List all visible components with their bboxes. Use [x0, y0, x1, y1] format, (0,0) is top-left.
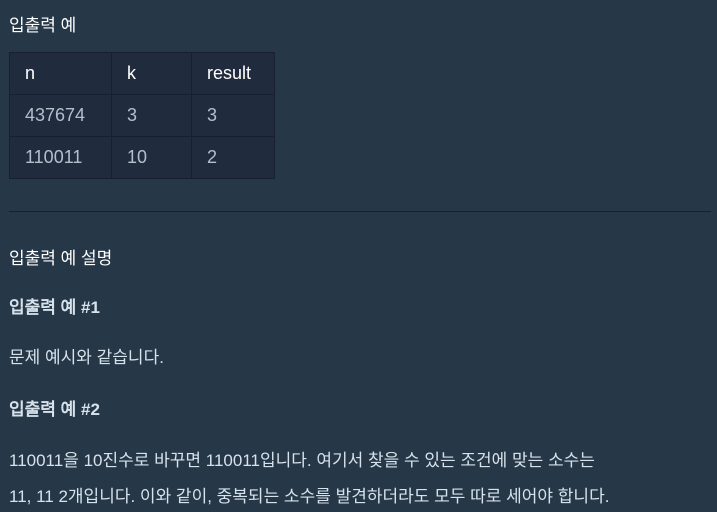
example-2-text-line-2: 11, 11 2개입니다. 이와 같이, 중복되는 소수를 발견하더라도 모두 …	[9, 487, 610, 506]
explanation-title: 입출력 예 설명	[9, 249, 113, 268]
example-1-heading: 입출력 예 #1	[9, 298, 100, 317]
table-cell-result: 2	[191, 136, 275, 179]
table-cell-n: 437674	[9, 94, 112, 137]
table-cell-k: 3	[111, 94, 192, 137]
table-header-row: n k result	[9, 52, 275, 95]
table-cell-result: 3	[191, 94, 275, 137]
table-row: 110011 10 2	[9, 136, 275, 179]
table-row: 437674 3 3	[9, 94, 275, 137]
example-2-text-line-1: 110011을 10진수로 바꾸면 110011입니다. 여기서 찾을 수 있는…	[9, 451, 595, 470]
example-1-text: 문제 예시와 같습니다.	[9, 348, 164, 367]
io-example-title: 입출력 예	[9, 16, 77, 35]
table-cell-n: 110011	[9, 136, 112, 179]
example-2-heading: 입출력 예 #2	[9, 400, 100, 419]
table-cell-k: 10	[111, 136, 192, 179]
column-header-result: result	[191, 52, 275, 95]
io-example-table: n k result 437674 3 3 110011 10 2	[9, 52, 275, 179]
column-header-n: n	[9, 52, 112, 95]
section-divider	[9, 211, 711, 212]
column-header-k: k	[111, 52, 192, 95]
